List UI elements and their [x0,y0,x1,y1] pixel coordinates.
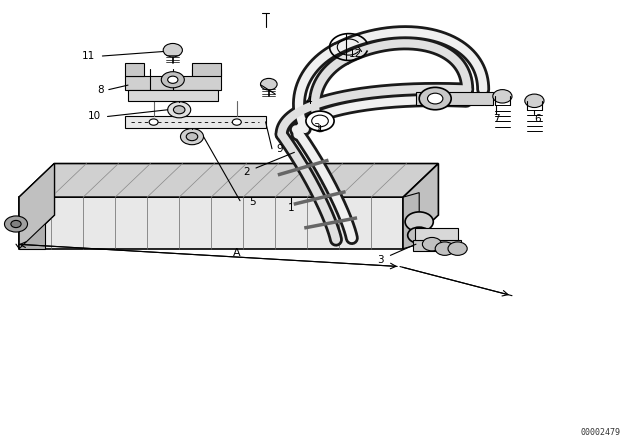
Circle shape [493,90,512,103]
Circle shape [180,129,204,145]
Text: 10: 10 [88,112,101,121]
Circle shape [173,106,185,114]
Polygon shape [403,164,438,249]
Circle shape [422,237,442,251]
Circle shape [419,87,451,110]
Polygon shape [125,116,266,128]
Circle shape [161,72,184,88]
Text: 4: 4 [305,96,312,106]
Circle shape [11,220,21,228]
Polygon shape [403,193,419,249]
Text: A: A [233,248,241,258]
Circle shape [163,43,182,57]
Text: 12: 12 [349,49,362,59]
Text: 1: 1 [288,203,294,213]
Circle shape [306,111,334,131]
Circle shape [428,93,443,104]
Polygon shape [19,197,403,249]
Text: 7: 7 [493,114,499,124]
Circle shape [405,212,433,232]
Polygon shape [125,63,144,76]
Circle shape [168,76,178,83]
Circle shape [408,227,431,243]
Polygon shape [19,164,54,249]
Polygon shape [416,92,493,105]
Polygon shape [413,240,461,251]
Circle shape [260,78,277,90]
Polygon shape [415,228,458,240]
Text: 11: 11 [81,51,95,61]
Text: 2: 2 [243,168,250,177]
Polygon shape [192,63,221,76]
Circle shape [312,115,328,127]
Text: 3: 3 [378,255,384,265]
Text: 5: 5 [250,198,256,207]
Circle shape [186,133,198,141]
Polygon shape [19,164,438,197]
Circle shape [168,102,191,118]
Text: 9: 9 [276,144,283,154]
Text: 6: 6 [534,114,541,124]
Text: 3: 3 [314,123,320,133]
Circle shape [448,242,467,255]
Text: 8: 8 [97,85,104,95]
Polygon shape [125,69,221,90]
Circle shape [4,216,28,232]
Circle shape [149,119,158,125]
Text: 00002479: 00002479 [581,428,621,437]
Polygon shape [19,197,45,249]
Polygon shape [19,164,54,249]
Circle shape [435,242,454,255]
Polygon shape [128,90,218,101]
Circle shape [232,119,241,125]
Circle shape [525,94,544,108]
